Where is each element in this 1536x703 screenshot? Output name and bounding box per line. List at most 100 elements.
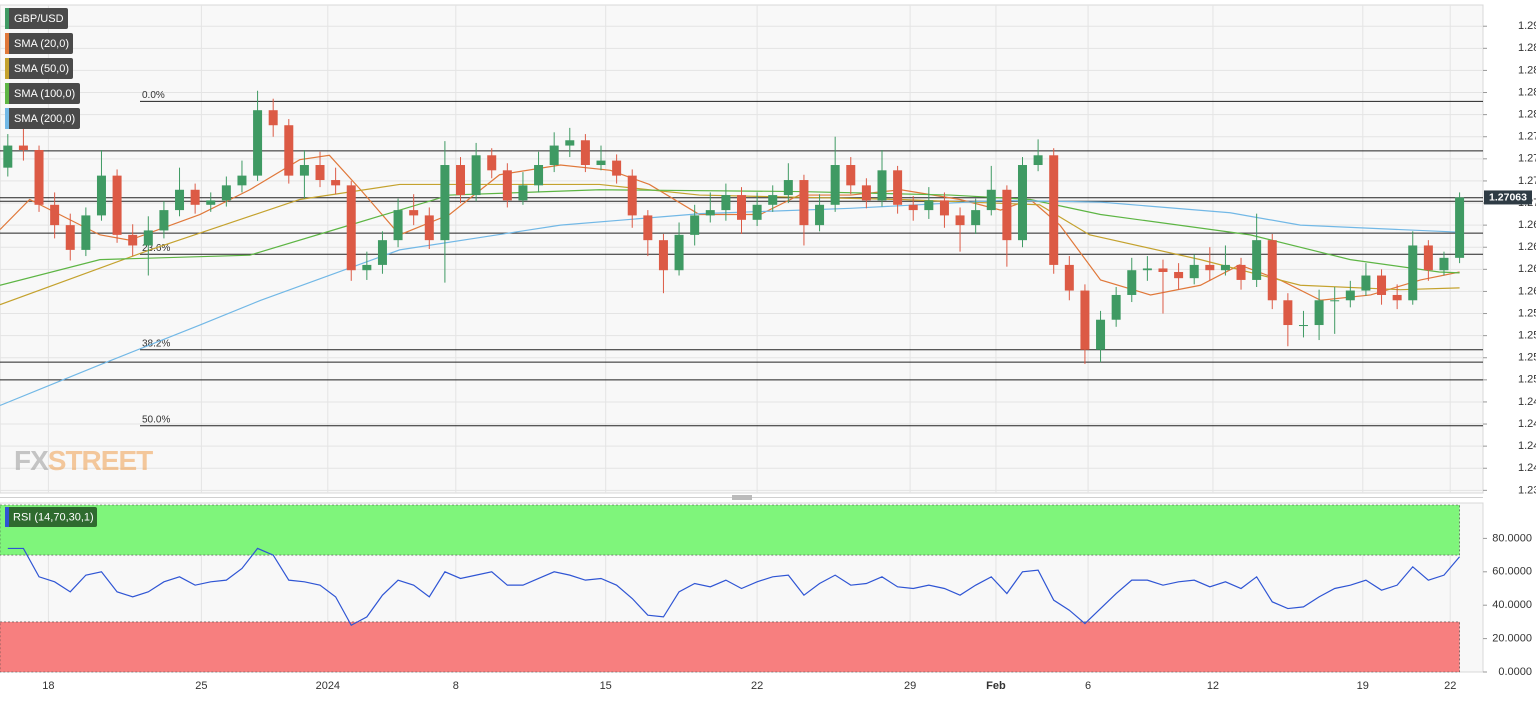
candle-body <box>284 125 294 176</box>
candle-body <box>377 240 387 265</box>
y-tick-label: 1.2725 <box>1518 175 1536 187</box>
candle-body <box>534 165 544 186</box>
candle-body <box>705 210 715 216</box>
legend-item[interactable]: RSI (14,70,30,1) <box>5 507 97 527</box>
candle-body <box>315 165 325 181</box>
legend-label[interactable]: SMA (50,0) <box>14 63 69 75</box>
legend-item[interactable]: GBP/USD <box>5 8 68 29</box>
candle-body <box>471 155 481 196</box>
legend-box[interactable] <box>5 58 73 79</box>
candle-body <box>549 145 559 166</box>
legend-swatch[interactable] <box>5 507 9 527</box>
rsi-title[interactable]: RSI (14,70,30,1) <box>13 511 94 523</box>
y-tick-label: 1.2575 <box>1518 307 1536 319</box>
axis-layer: 18 25 2024 8 15 22 29 Feb 6 12 19 22 1.2375 1.2400 1.2… <box>42 20 1536 692</box>
legend-swatch[interactable] <box>5 108 9 129</box>
y-tick-label: 1.2475 <box>1518 396 1536 408</box>
candle-body <box>1049 155 1059 265</box>
candle-body <box>331 180 341 186</box>
candle-body <box>1236 264 1246 280</box>
legend-box[interactable] <box>5 108 80 129</box>
rsi-band <box>0 504 1460 556</box>
candle-body <box>627 175 637 216</box>
candle-body <box>409 210 419 216</box>
candle-body <box>939 200 949 216</box>
y-tick-label: 1.2850 <box>1518 64 1536 76</box>
y-tick-label: 1.2550 <box>1518 330 1536 342</box>
candle-body <box>362 264 372 271</box>
rsi-band <box>0 621 1460 673</box>
candle-body <box>955 215 965 226</box>
legend-swatch[interactable] <box>5 58 9 79</box>
candle-body <box>768 195 778 205</box>
price-panel <box>0 4 1484 494</box>
candle-body <box>393 210 403 241</box>
y-tick-label: 1.2675 <box>1518 219 1536 231</box>
legend-label[interactable]: GBP/USD <box>14 13 64 25</box>
candle-body <box>1017 165 1027 241</box>
legend-item[interactable]: SMA (20,0) <box>5 33 73 54</box>
candle-body <box>830 165 840 205</box>
candle-body <box>518 185 528 201</box>
candle-body <box>1345 290 1355 301</box>
candle-body <box>846 165 856 186</box>
candle-body <box>596 160 606 166</box>
candle-body <box>1298 325 1308 327</box>
watermark-suffix: STREET <box>48 445 153 476</box>
candle-body <box>565 140 575 146</box>
x-tick-label: 29 <box>904 680 916 692</box>
rsi-y-tick-label: 80.0000 <box>1492 532 1532 544</box>
candle-body <box>3 145 13 168</box>
legend-swatch[interactable] <box>5 8 9 29</box>
sma-line <box>0 189 1460 286</box>
candle-body <box>112 175 122 235</box>
x-tick-label: Feb <box>986 680 1006 692</box>
legend-box[interactable] <box>5 8 68 29</box>
candle-body <box>1408 245 1418 301</box>
candle-body <box>612 160 622 176</box>
legend-item[interactable]: SMA (200,0) <box>5 108 80 129</box>
candle-body <box>190 189 200 205</box>
watermark-prefix: FX <box>14 445 49 476</box>
candle-body <box>815 204 825 226</box>
legend-box[interactable] <box>5 507 97 527</box>
candle-body <box>737 195 746 220</box>
rsi-layer <box>7 547 1461 627</box>
resize-handle[interactable] <box>732 495 752 500</box>
y-tick-label: 1.2875 <box>1518 42 1536 54</box>
candle-body <box>50 204 60 226</box>
legend-item[interactable]: SMA (50,0) <box>5 58 73 79</box>
legend-item[interactable]: SMA (100,0) <box>5 83 80 104</box>
fib-label: 23.6% <box>142 243 170 254</box>
fib-label: 0.0% <box>142 90 165 101</box>
candle-body <box>1174 271 1184 279</box>
candle-body <box>1189 264 1199 279</box>
sma-line <box>0 199 1460 407</box>
candle-body <box>1283 300 1293 326</box>
legend-label[interactable]: SMA (100,0) <box>14 88 75 100</box>
x-tick-label: 12 <box>1207 680 1219 692</box>
candle-body <box>1158 268 1168 272</box>
legend-box[interactable] <box>5 33 73 54</box>
legend-layer: GBP/USD SMA (20,0) SMA (50,0) SMA (100,0) SM… <box>5 8 97 527</box>
y-tick-label: 1.2500 <box>1518 374 1536 386</box>
candle-body <box>424 215 434 241</box>
candle-body <box>81 215 91 250</box>
candle-body <box>1377 275 1387 295</box>
candle-body <box>752 204 762 220</box>
candle-body <box>456 165 466 196</box>
legend-swatch[interactable] <box>5 83 9 104</box>
candle-body <box>299 165 309 176</box>
x-tick-label: 19 <box>1357 680 1369 692</box>
legend-swatch[interactable] <box>5 33 9 54</box>
rsi-y-tick-label: 60.0000 <box>1492 566 1532 578</box>
candle-body <box>487 155 497 171</box>
legend-box[interactable] <box>5 83 80 104</box>
candle-body <box>1096 319 1106 350</box>
legend-label[interactable]: SMA (20,0) <box>14 38 69 50</box>
legend-label[interactable]: SMA (200,0) <box>14 113 75 125</box>
candle-body <box>18 145 28 150</box>
candle-body <box>1392 294 1402 301</box>
candle-body <box>1127 270 1137 295</box>
